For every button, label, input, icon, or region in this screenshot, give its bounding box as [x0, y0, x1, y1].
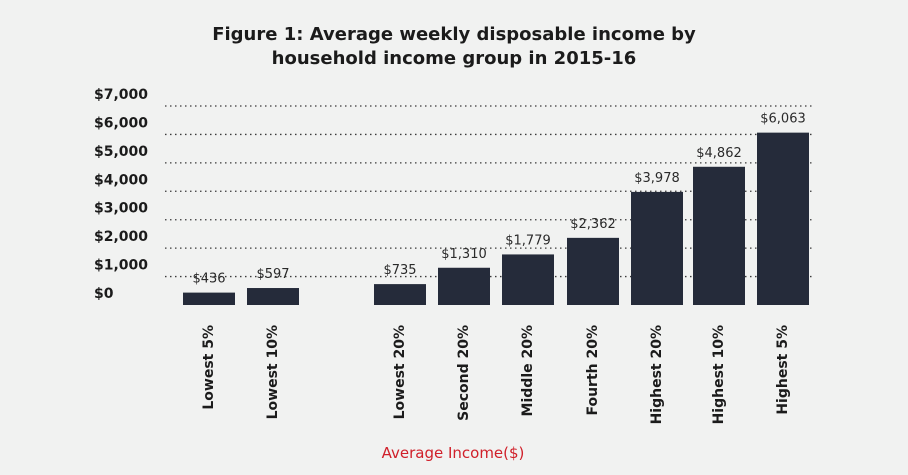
x-tick-label: Fourth 20%: [585, 325, 601, 416]
bar-4: [438, 267, 490, 305]
chart-title-line-2: household income group in 2015-16: [272, 48, 637, 69]
bar-7: [631, 191, 683, 305]
data-label: $4,862: [696, 146, 742, 161]
data-label: $597: [256, 267, 289, 282]
y-axis-ticks: $0 $1,000 $2,000 $3,000 $4,000 $5,000 $6,000 $7…: [94, 87, 148, 302]
x-tick-label: Highest 20%: [649, 325, 665, 424]
y-tick-label: $0: [94, 286, 114, 302]
y-tick-label: $6,000: [94, 115, 148, 131]
data-label: $1,779: [505, 233, 551, 248]
y-tick-label: $4,000: [94, 172, 148, 188]
data-label: $436: [192, 272, 225, 287]
data-label: $735: [383, 263, 416, 278]
bar-1: [183, 292, 235, 305]
data-label: $6,063: [760, 112, 806, 127]
y-tick-label: $3,000: [94, 201, 148, 217]
bars: [183, 132, 809, 305]
bar-3: [374, 284, 426, 305]
data-label: $2,362: [570, 217, 616, 232]
data-label: $1,310: [441, 247, 487, 262]
y-tick-label: $2,000: [94, 229, 148, 245]
x-axis-label: Average Income($): [382, 444, 525, 462]
bar-2: [247, 288, 299, 305]
y-tick-label: $5,000: [94, 144, 148, 160]
x-tick-label: Lowest 5%: [201, 325, 217, 410]
x-tick-label: Middle 20%: [520, 325, 536, 416]
x-tick-label: Highest 10%: [711, 325, 727, 424]
bar-6: [567, 237, 619, 305]
data-label: $3,978: [634, 171, 680, 186]
x-tick-label: Highest 5%: [775, 325, 791, 415]
x-tick-label: Lowest 10%: [265, 325, 281, 419]
data-labels: $436 $597 $735 $1,310 $1,779 $2,362 $3,978 $4,8…: [192, 112, 805, 287]
x-axis-ticks: Lowest 5% Lowest 10% Lowest 20% Second 20% M…: [201, 325, 791, 424]
chart-title-line-1: Figure 1: Average weekly disposable inco…: [212, 24, 696, 45]
x-tick-label: Second 20%: [456, 325, 472, 421]
y-tick-label: $7,000: [94, 87, 148, 103]
y-tick-label: $1,000: [94, 258, 148, 274]
bar-8: [693, 166, 745, 305]
bar-9: [757, 132, 809, 305]
bar-5: [502, 254, 554, 305]
x-tick-label: Lowest 20%: [392, 325, 408, 419]
